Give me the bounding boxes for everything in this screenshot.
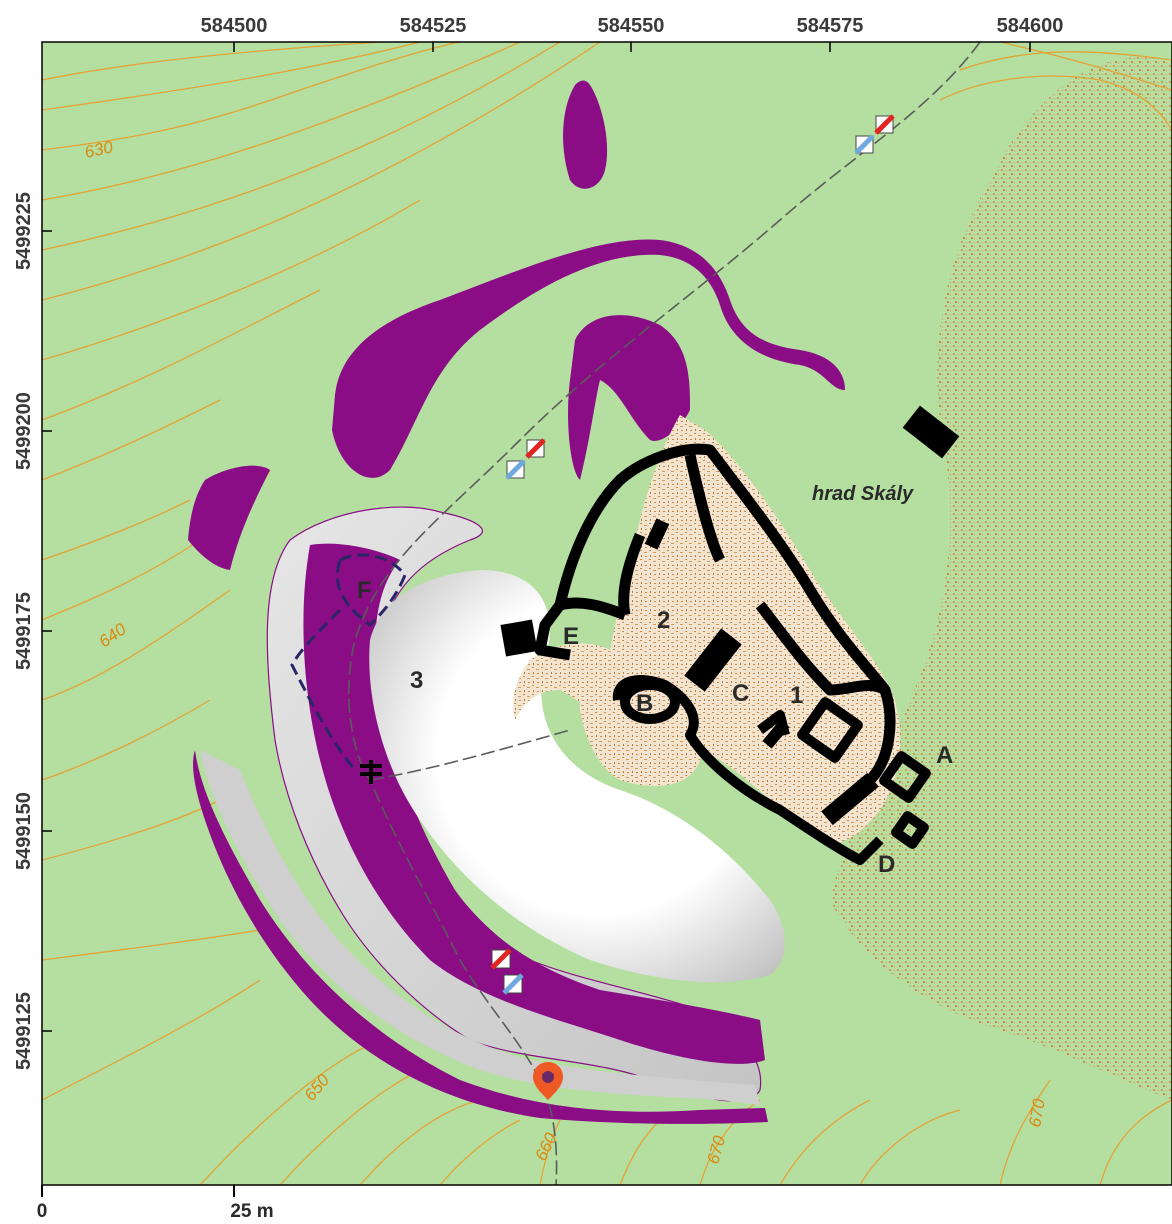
area-f-outline	[290, 553, 407, 771]
x-coord-label: 584525	[400, 15, 467, 37]
castle-name: hrad Skály	[812, 483, 914, 505]
y-coord-label: 5499150	[13, 792, 35, 870]
pit	[369, 570, 785, 983]
wall-fragments	[500, 405, 960, 826]
contour-lines	[42, 42, 1172, 1185]
y-ticks	[42, 230, 52, 1032]
scale-start: 0	[37, 1201, 48, 1222]
rock-band	[303, 543, 765, 1064]
scale-bar	[41, 1185, 235, 1197]
cross-icon	[360, 760, 382, 784]
y-coord-label: 5499225	[13, 192, 35, 270]
rock-outcrop	[188, 465, 270, 570]
area-label-b: B	[636, 690, 653, 717]
map-area: 630 640 650 660 670 670	[42, 42, 1172, 1185]
lower-ditch	[200, 750, 760, 1105]
area-label-1: 1	[790, 682, 803, 709]
y-coord-label: 5499125	[13, 992, 35, 1070]
y-coord-label: 5499200	[13, 392, 35, 470]
contour-label: 670	[1025, 1097, 1049, 1129]
rock-outcrop	[332, 239, 845, 478]
map-frame	[41, 41, 1172, 1186]
area-label-2: 2	[657, 607, 670, 634]
location-pin-icon	[533, 1062, 563, 1100]
hiking-path	[348, 42, 981, 1185]
area-label-d: D	[878, 851, 895, 878]
scale-end: 25 m	[230, 1201, 273, 1222]
inner-ward	[612, 675, 931, 865]
area-label-a: A	[936, 742, 953, 769]
trail-marker-icon	[505, 438, 546, 480]
rock-outcrop	[563, 80, 608, 189]
trail-marker-icon	[854, 114, 895, 155]
area-label-e: E	[563, 623, 579, 650]
castle-walls	[534, 443, 896, 784]
area-label-f: F	[357, 577, 372, 604]
x-ticks	[233, 42, 1031, 52]
x-coord-label: 584550	[598, 15, 665, 37]
x-coord-label: 584575	[797, 15, 864, 37]
area-label-3: 3	[410, 667, 423, 694]
y-coord-label: 5499175	[13, 592, 35, 670]
x-coord-label: 584600	[997, 15, 1064, 37]
x-coord-label: 584500	[201, 15, 268, 37]
rock-outcrop	[568, 315, 690, 480]
trail-marker-icon	[490, 948, 524, 995]
area-label-c: C	[732, 680, 749, 707]
